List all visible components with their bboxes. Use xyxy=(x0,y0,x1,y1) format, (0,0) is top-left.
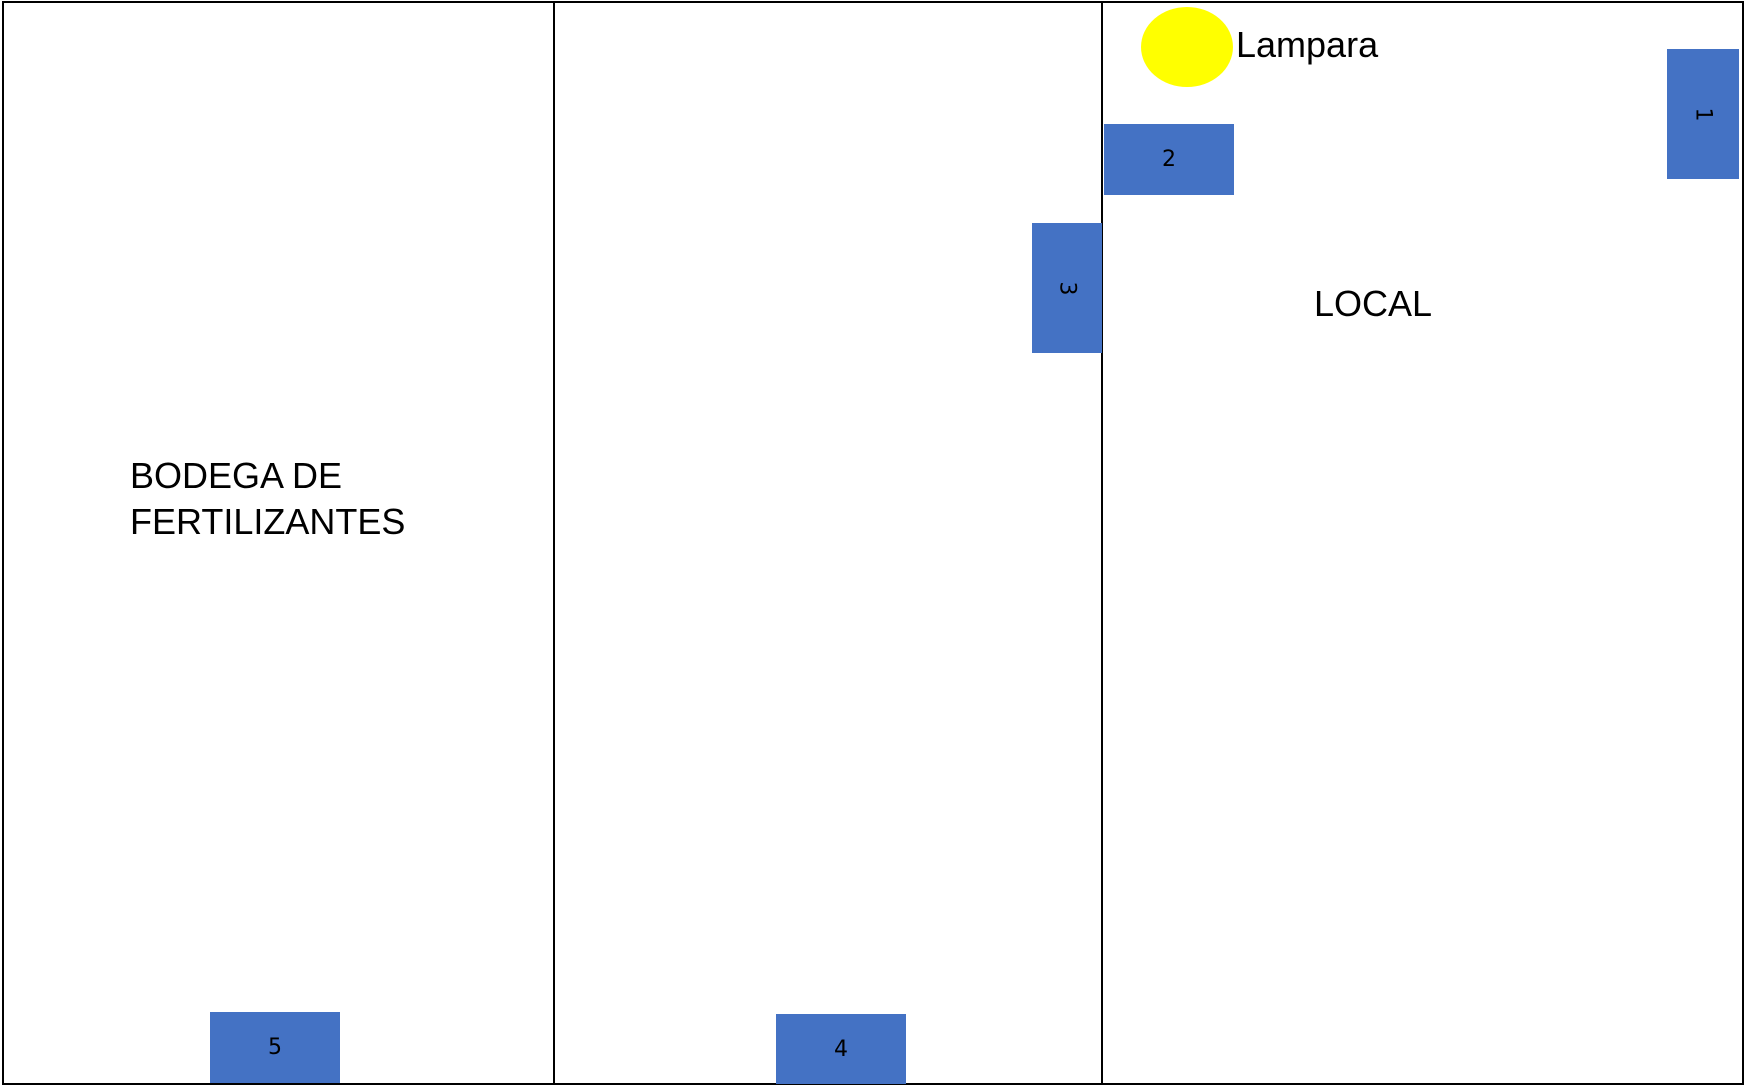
lamp-icon xyxy=(1141,7,1233,87)
marker-2-label: 2 xyxy=(1162,147,1176,172)
plan-divider-right xyxy=(1101,1,1103,1085)
marker-3-label: 3 xyxy=(1054,281,1080,295)
marker-4: 4 xyxy=(776,1014,906,1084)
plan-divider-left xyxy=(553,1,555,1085)
marker-3: 3 xyxy=(1032,223,1102,353)
marker-4-label: 4 xyxy=(834,1036,848,1062)
lamp-label: Lampara xyxy=(1236,24,1379,65)
marker-5-label: 5 xyxy=(268,1035,282,1060)
marker-1-label: 1 xyxy=(1690,107,1716,121)
marker-5: 5 xyxy=(210,1012,340,1083)
marker-2: 2 xyxy=(1104,124,1234,195)
zone-label-bodega: BODEGA DE FERTILIZANTES xyxy=(130,455,406,542)
zone-label-local: LOCAL xyxy=(1314,283,1433,324)
marker-1: 1 xyxy=(1667,49,1739,179)
